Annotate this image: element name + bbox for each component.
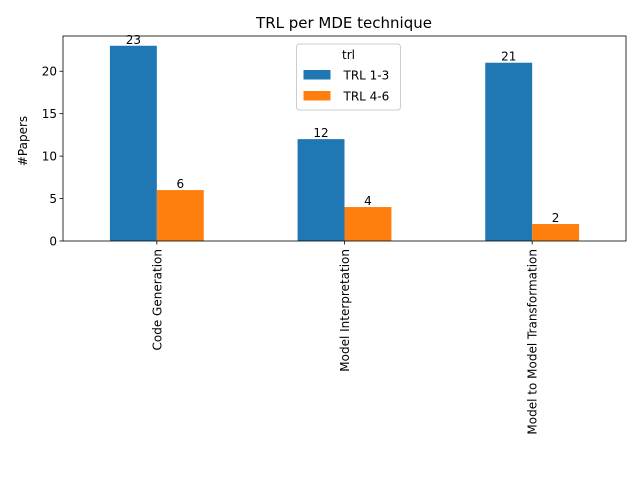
- bar: [485, 62, 533, 241]
- y-tick-label: 10: [42, 150, 57, 164]
- axes-group: 0 5 10 15 20 Code Generation Model Interpretat…: [42, 35, 627, 435]
- y-tick-label: 15: [42, 107, 57, 121]
- legend-swatch: [303, 91, 331, 101]
- x-tick-label: Code Generation: [150, 249, 164, 350]
- bar-value-label: 2: [552, 211, 560, 225]
- chart-title: TRL per MDE technique: [255, 14, 432, 32]
- y-axis-label: #Papers: [16, 116, 30, 166]
- bar-value-label: 12: [313, 126, 328, 140]
- bar-value-label: 21: [501, 50, 516, 64]
- legend: trl TRL 1-3 TRL 4-6: [296, 43, 401, 111]
- legend-swatch: [303, 70, 331, 80]
- y-tick-label: 0: [49, 235, 57, 249]
- bar: [344, 207, 392, 241]
- x-tick-label: Model Interpretation: [338, 249, 352, 372]
- legend-label: TRL 4-6: [343, 90, 390, 104]
- bar-value-label: 6: [176, 177, 184, 191]
- x-tick-label: Model to Model Transformation: [526, 249, 540, 435]
- bar-value-label: 4: [364, 194, 372, 208]
- bar: [297, 139, 345, 241]
- y-tick-label: 5: [49, 192, 57, 206]
- bar: [109, 45, 157, 242]
- bar: [532, 224, 580, 241]
- y-tick-label: 20: [42, 65, 57, 79]
- legend-title: trl: [342, 48, 355, 62]
- bar-value-label: 23: [126, 33, 141, 47]
- bars-group: [109, 45, 580, 242]
- bar: [156, 190, 204, 241]
- legend-label: TRL 1-3: [343, 69, 390, 83]
